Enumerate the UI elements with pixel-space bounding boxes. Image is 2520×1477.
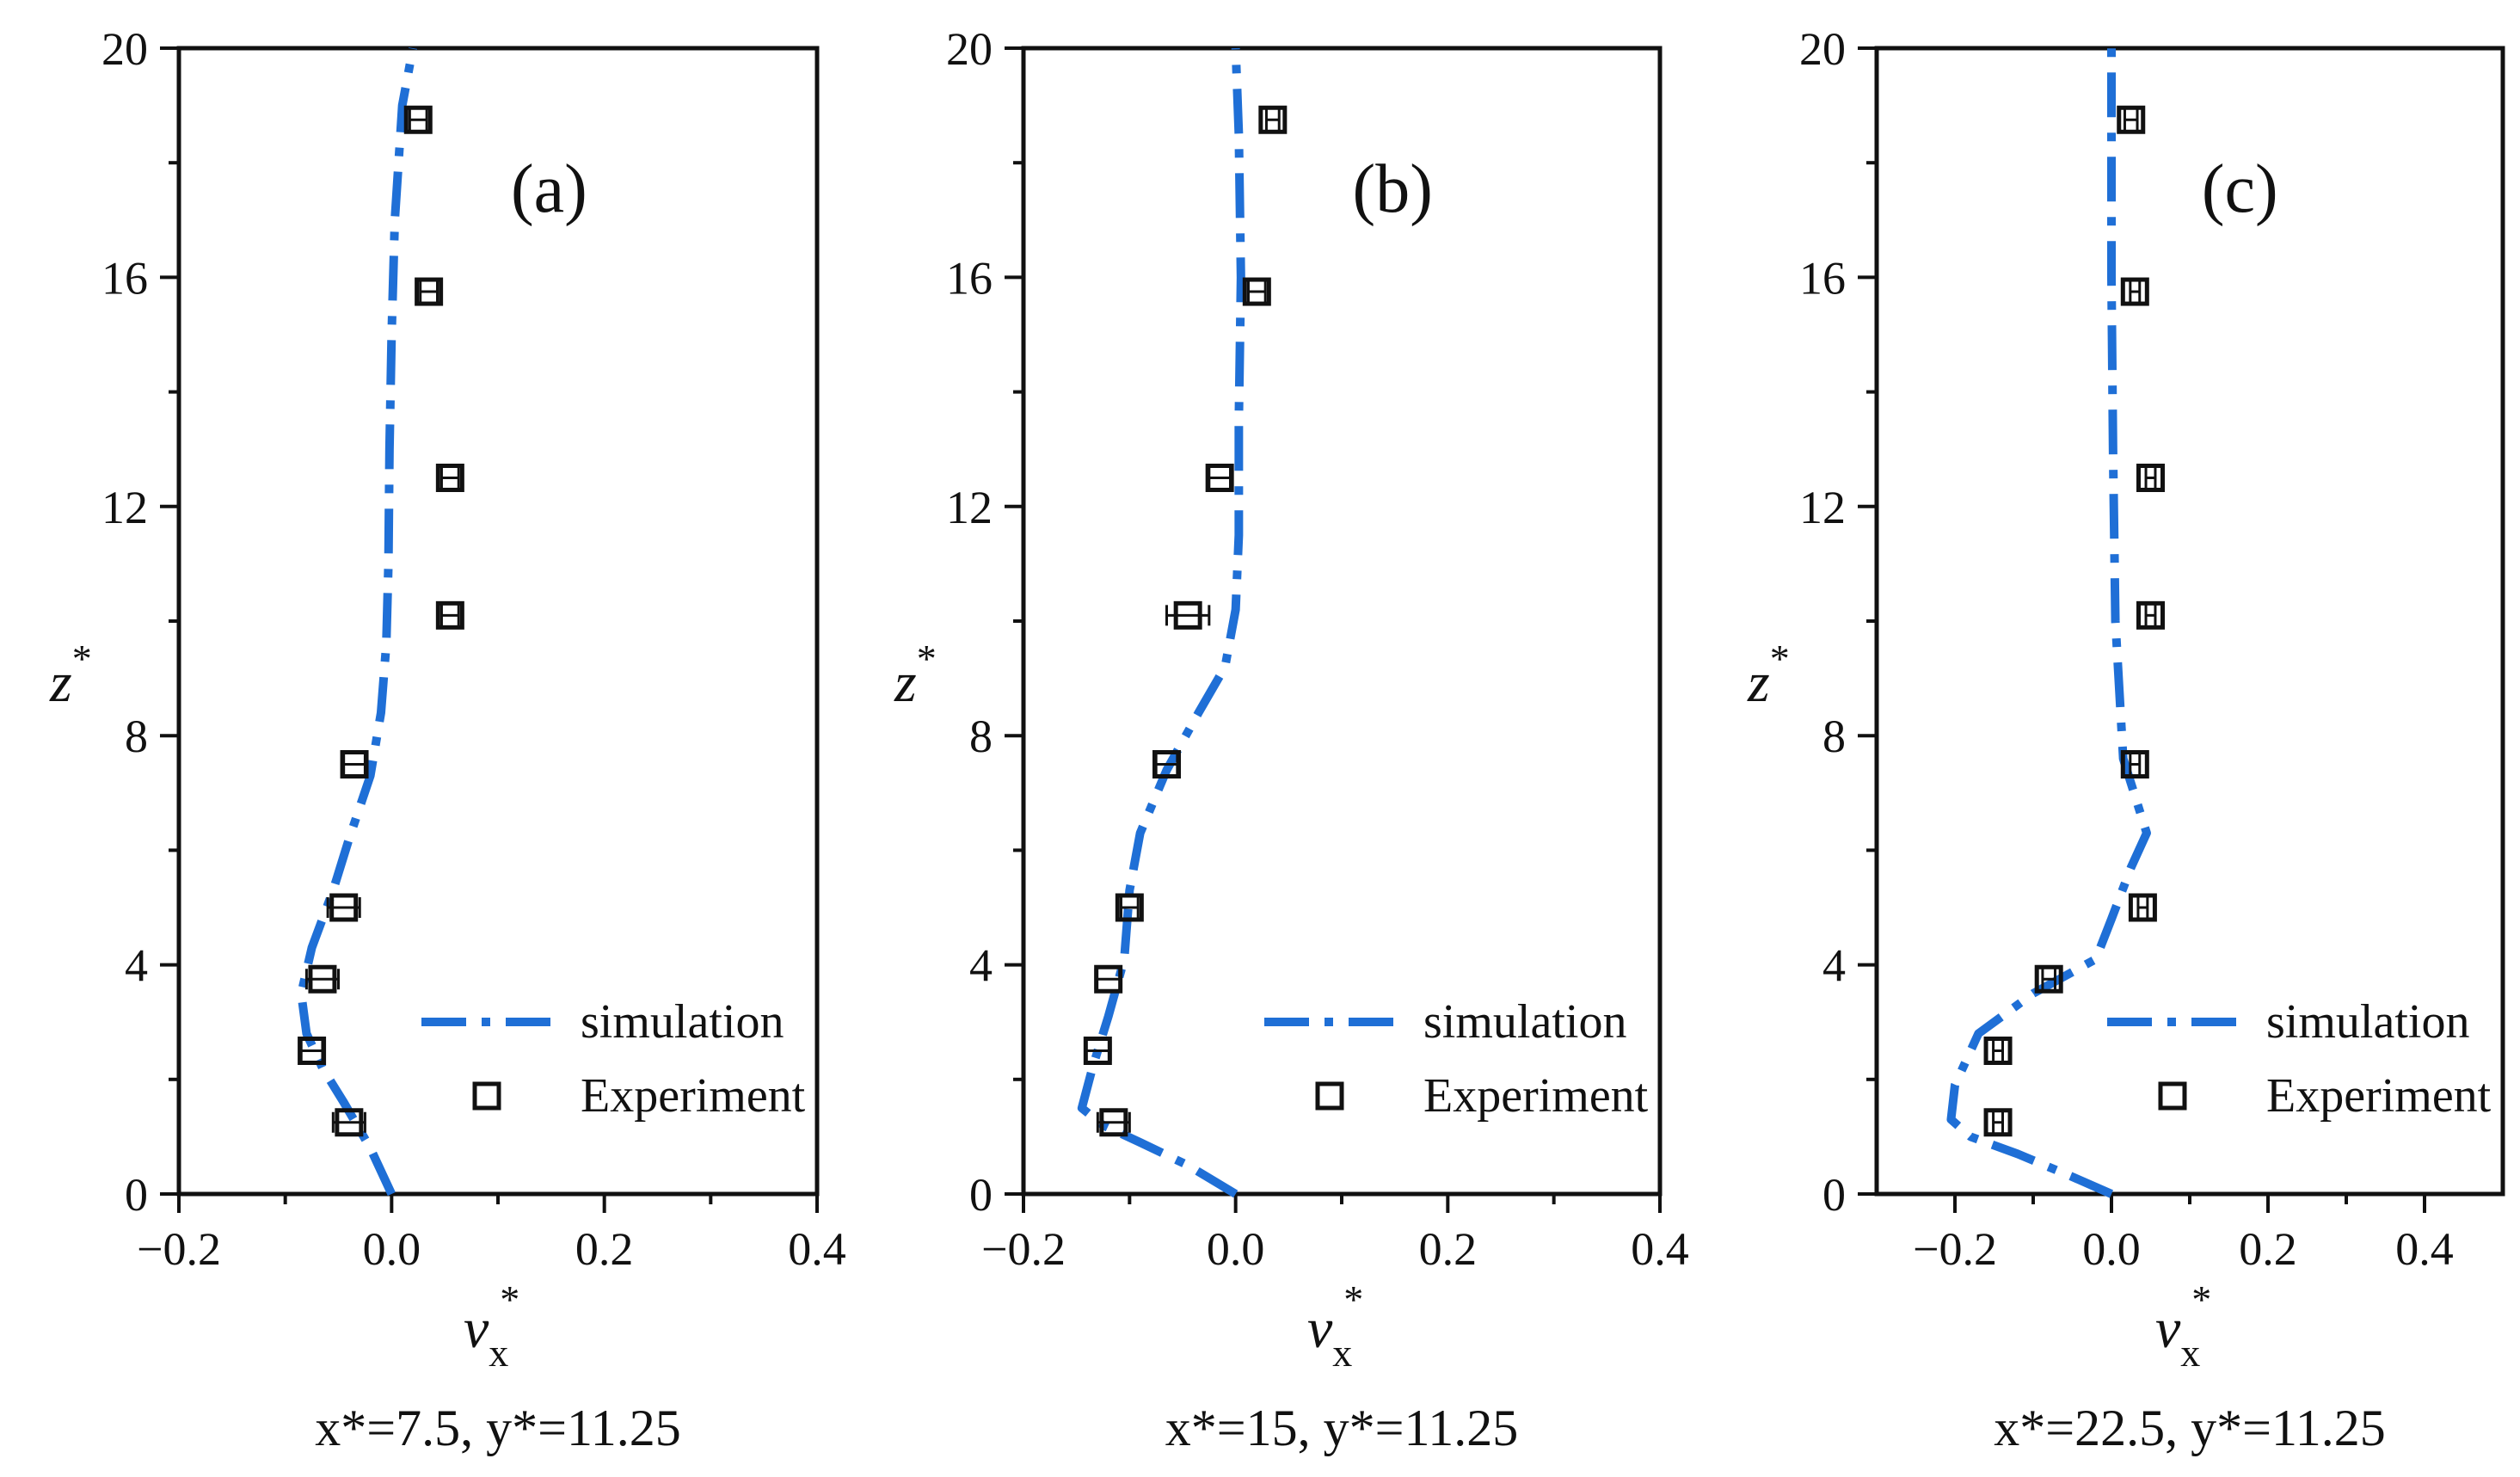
experiment-point — [2034, 964, 2063, 994]
y-tick-label: 16 — [946, 252, 993, 304]
experiment-point — [1242, 277, 1271, 306]
y-tick-label: 4 — [125, 940, 148, 992]
legend-experiment-label: Experiment — [581, 1069, 806, 1123]
y-axis-title: z* — [49, 637, 92, 714]
experiment-point — [1083, 1037, 1112, 1065]
x-tick-label: 0.4 — [1631, 1223, 1689, 1275]
y-axis-title-sup: * — [917, 637, 937, 680]
legend-experiment-swatch — [1315, 1081, 1344, 1111]
x-tick-label: −0.2 — [137, 1223, 221, 1275]
y-axis-title: z* — [894, 637, 937, 714]
x-axis-title-main: v — [464, 1297, 489, 1360]
experiment-point — [435, 600, 464, 630]
experiment-point — [1115, 893, 1144, 922]
x-tick-label: 0.2 — [1419, 1223, 1478, 1275]
experiment-point — [435, 464, 464, 492]
experiment-point — [2120, 750, 2149, 779]
y-axis-title-main: z — [1747, 651, 1770, 714]
y-axis-title-sup: * — [1770, 637, 1790, 680]
panel-label: (b) — [1353, 151, 1433, 227]
y-tick-label: 0 — [969, 1169, 993, 1221]
legend-simulation-label: simulation — [581, 995, 784, 1049]
y-tick-label: 20 — [946, 23, 993, 75]
y-tick-label: 0 — [1822, 1169, 1846, 1221]
x-tick-label: 0.2 — [2239, 1223, 2297, 1275]
x-axis-title-sup: * — [500, 1277, 519, 1321]
simulation-line — [1077, 47, 1245, 1198]
experiment-point — [298, 1037, 327, 1065]
panel-label: (c) — [2202, 151, 2278, 227]
experiment-point — [1205, 464, 1234, 492]
condition-label: x*=7.5, y*=11.25 — [315, 1400, 680, 1456]
experiment-point — [2136, 464, 2165, 492]
x-tick-label: 0.0 — [2082, 1223, 2141, 1275]
legend-experiment-swatch — [2158, 1081, 2187, 1111]
x-axis-title-sub: x — [1332, 1331, 1352, 1375]
x-tick-label: −0.2 — [1913, 1223, 1997, 1275]
legend-experiment-swatch — [472, 1081, 501, 1111]
y-axis-title: z* — [1747, 637, 1790, 714]
experiment-point — [335, 1108, 364, 1137]
x-axis-title-sub: x — [2180, 1331, 2200, 1375]
y-axis-title-main: z — [49, 651, 72, 714]
y-tick-label: 16 — [1799, 252, 1846, 304]
x-axis-title: vx * — [1307, 1277, 1363, 1375]
experiment-point — [403, 105, 433, 134]
legend-simulation-label: simulation — [1423, 995, 1626, 1049]
y-tick-label: 0 — [125, 1169, 148, 1221]
y-tick-label: 8 — [969, 711, 993, 762]
experiment-point — [308, 964, 337, 994]
x-axis-title-sup: * — [2191, 1277, 2211, 1321]
experiment-point — [2117, 105, 2146, 134]
x-axis-title-main: v — [2155, 1297, 2181, 1360]
y-axis-title-sup: * — [72, 637, 92, 680]
y-tick-label: 12 — [946, 482, 993, 533]
x-tick-label: −0.2 — [981, 1223, 1066, 1275]
experiment-point — [415, 277, 444, 306]
y-tick-label: 20 — [1799, 23, 1846, 75]
legend-experiment-label: Experiment — [1423, 1069, 1649, 1123]
legend-experiment-label: Experiment — [2266, 1069, 2492, 1123]
legend-simulation-label: simulation — [2266, 995, 2469, 1049]
experiment-point — [1983, 1108, 2013, 1137]
y-tick-label: 16 — [101, 252, 148, 304]
experiment-point — [1173, 600, 1202, 630]
experiment-point — [329, 893, 359, 922]
condition-label: x*=22.5, y*=11.25 — [1994, 1400, 2385, 1456]
x-tick-label: 0.0 — [1207, 1223, 1265, 1275]
x-axis-title: vx * — [464, 1277, 519, 1375]
y-tick-label: 4 — [969, 940, 993, 992]
experiment-point — [1152, 750, 1181, 779]
y-tick-label: 4 — [1822, 940, 1846, 992]
y-tick-label: 20 — [101, 23, 148, 75]
x-tick-label: 0.2 — [575, 1223, 634, 1275]
x-axis-title: vx * — [2155, 1277, 2211, 1375]
x-axis-title-main: v — [1307, 1297, 1333, 1360]
experiment-point — [1258, 105, 1288, 134]
experiment-point — [2128, 893, 2157, 922]
x-axis-title-sub: x — [489, 1331, 508, 1375]
x-tick-label: 0.4 — [2395, 1223, 2454, 1275]
y-tick-label: 12 — [1799, 482, 1846, 533]
experiment-point — [1983, 1037, 2013, 1065]
y-tick-label: 8 — [1822, 711, 1846, 762]
experiment-point — [2136, 600, 2165, 630]
y-tick-label: 12 — [101, 482, 148, 533]
experiment-point — [1099, 1108, 1128, 1137]
experiment-point — [2120, 277, 2149, 306]
x-tick-label: 0.0 — [363, 1223, 421, 1275]
y-axis-title-main: z — [894, 651, 917, 714]
condition-label: x*=15, y*=11.25 — [1165, 1400, 1518, 1456]
panel-label: (a) — [511, 151, 587, 227]
experiment-point — [1094, 964, 1123, 994]
y-tick-label: 8 — [125, 711, 148, 762]
x-axis-title-sup: * — [1343, 1277, 1363, 1321]
simulation-line — [297, 47, 417, 1197]
experiment-point — [340, 750, 369, 779]
x-tick-label: 0.4 — [788, 1223, 846, 1275]
